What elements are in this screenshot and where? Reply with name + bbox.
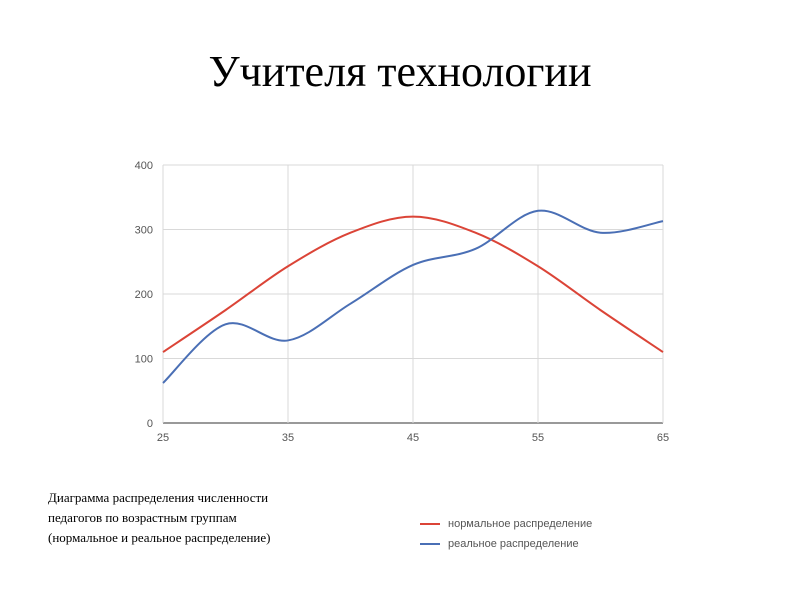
- x-tick-label: 35: [282, 432, 294, 444]
- y-tick-label: 400: [135, 160, 153, 172]
- chart-legend: нормальное распределение реальное распре…: [420, 514, 592, 554]
- legend-swatch-real: [420, 543, 440, 545]
- x-tick-label: 65: [657, 432, 669, 444]
- legend-item-real: реальное распределение: [420, 534, 592, 554]
- legend-item-normal: нормальное распределение: [420, 514, 592, 534]
- caption-line-1: Диаграмма распределения численности: [48, 490, 269, 505]
- chart-caption: Диаграмма распределения численности педа…: [48, 488, 348, 548]
- slide-title: Учителя технологии: [208, 47, 592, 96]
- x-tick-label: 45: [407, 432, 419, 444]
- legend-label-real: реальное распределение: [448, 538, 579, 550]
- legend-label-normal: нормальное распределение: [448, 518, 593, 530]
- legend-swatch-normal: [420, 523, 440, 525]
- y-tick-label: 0: [147, 418, 153, 430]
- series-line-real: [162, 209, 664, 384]
- x-tick-label: 55: [532, 432, 544, 444]
- caption-line-2: педагогов по возрастным группам: [48, 510, 237, 525]
- x-tick-label: 25: [157, 432, 169, 444]
- y-tick-label: 100: [135, 354, 153, 366]
- caption-line-3: (нормальное и реальное распределение): [48, 530, 271, 545]
- y-tick-label: 200: [135, 289, 153, 301]
- y-tick-label: 300: [135, 225, 153, 237]
- series-line-normal: [162, 215, 664, 353]
